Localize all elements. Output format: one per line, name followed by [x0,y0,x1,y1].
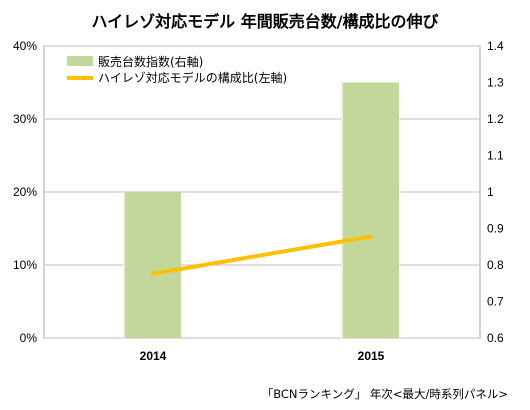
bar [343,82,399,338]
legend-bar-label: 販売台数指数(右軸) [98,54,203,69]
right-tick-label: 0.6 [487,331,504,345]
right-tick-label: 0.8 [487,258,504,272]
right-tick-label: 1.4 [487,39,504,53]
right-tick-label: 1 [487,185,494,199]
category-label: 2015 [358,349,385,363]
bar-shadow [341,82,343,338]
bar-series [123,82,399,338]
right-axis-ticks: 0.6 0.7 0.8 0.9 1 1.1 1.2 1.3 1.4 [487,39,504,345]
gridlines [44,45,480,339]
left-tick-label: 40% [13,39,37,53]
bar [125,192,181,338]
category-label: 2014 [140,349,167,363]
right-tick-label: 0.7 [487,295,504,309]
category-axis-ticks: 2014 2015 [140,349,385,363]
left-tick-label: 10% [13,258,37,272]
legend-line-label: ハイレゾ対応モデルの構成比(左軸) [98,70,287,85]
source-note: 「BCNランキング」 年次<最大/時系列パネル> [262,387,508,401]
chart-title: ハイレゾ対応モデル 年間販売台数/構成比の伸び [91,12,439,31]
legend-bar-swatch [67,56,93,66]
bar-shadow [123,192,125,338]
left-tick-label: 30% [13,112,37,126]
left-tick-label: 0% [20,331,38,345]
right-tick-label: 0.9 [487,222,504,236]
left-axis-ticks: 0% 10% 20% 30% 40% [13,39,37,345]
legend: 販売台数指数(右軸) ハイレゾ対応モデルの構成比(左軸) [67,54,287,85]
right-tick-label: 1.1 [487,149,504,163]
right-tick-label: 1.2 [487,112,504,126]
line-series [151,234,373,276]
left-tick-label: 20% [13,185,37,199]
line-point [151,271,155,276]
right-tick-label: 1.3 [487,76,504,90]
series-line [151,234,373,276]
line-point [369,234,373,239]
